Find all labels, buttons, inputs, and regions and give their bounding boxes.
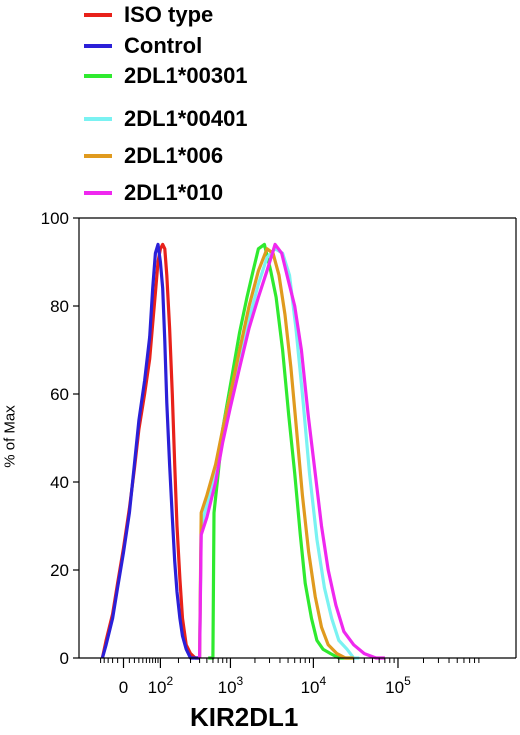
series-line-2dl1-006 <box>198 247 354 660</box>
legend-swatch-2dl1-00401 <box>84 117 112 121</box>
x-tick-label: 0 <box>119 678 128 697</box>
y-tick-label: 0 <box>60 649 69 668</box>
legend-label-2dl1-006: 2DL1*006 <box>124 143 224 168</box>
legend-item-2dl1-010: 2DL1*010 <box>84 178 344 208</box>
legend-item-2dl1-00301: 2DL1*00301 <box>84 61 344 91</box>
legend-swatch-2dl1-006 <box>84 154 112 158</box>
legend-swatch-2dl1-00301 <box>84 74 112 78</box>
series-layer <box>100 242 385 660</box>
legend-label-2dl1-010: 2DL1*010 <box>124 180 224 205</box>
series-line-2dl1-010 <box>198 242 385 660</box>
y-axis-label-text: % of Max <box>1 405 19 468</box>
series-line-control <box>100 242 200 660</box>
series-line-2dl1-00301 <box>208 242 354 660</box>
y-tick-label: 100 <box>41 209 69 228</box>
legend-label-control: Control <box>124 33 203 58</box>
x-tick-label: 105 <box>385 674 411 697</box>
x-axis-label: KIR2DL1 <box>190 702 299 732</box>
y-tick-label: 40 <box>50 473 69 492</box>
legend-item-control: Control <box>84 31 344 61</box>
legend-swatch-control <box>84 44 112 48</box>
x-tick-label: 103 <box>218 674 244 697</box>
y-tick-label: 80 <box>50 297 69 316</box>
y-tick-label: 60 <box>50 385 69 404</box>
legend-swatch-iso-type <box>84 13 112 17</box>
legend-label-2dl1-00301: 2DL1*00301 <box>124 63 248 88</box>
y-tick-label: 20 <box>50 561 69 580</box>
legend-item-2dl1-006: 2DL1*006 <box>84 141 344 171</box>
legend-item-iso-type: ISO type <box>84 0 344 30</box>
axes-layer: 0 20 40 60 80 100 0 102 103 104 105 <box>41 209 517 697</box>
legend-swatch-2dl1-010 <box>84 191 112 195</box>
legend-item-2dl1-00401: 2DL1*00401 <box>84 104 344 134</box>
legend-label-2dl1-00401: 2DL1*00401 <box>124 106 248 131</box>
legend-label-iso-type: ISO type <box>124 2 214 27</box>
x-tick-label: 104 <box>301 674 327 697</box>
x-tick-label: 102 <box>148 674 174 697</box>
